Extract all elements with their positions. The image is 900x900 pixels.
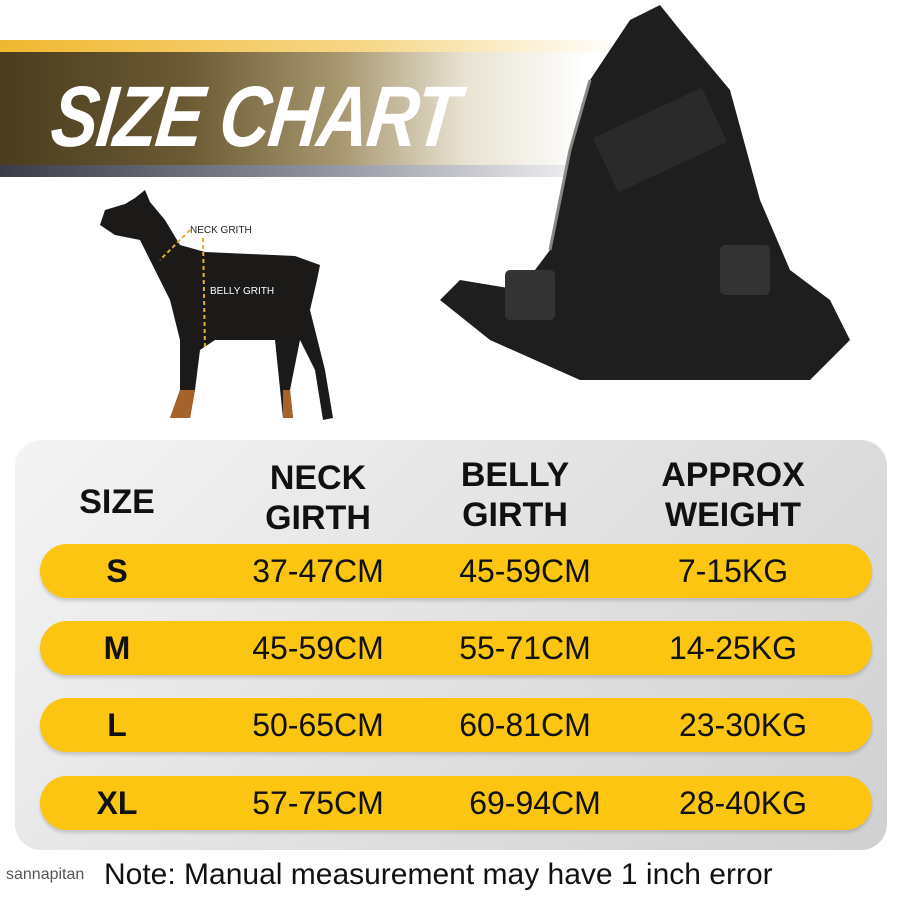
table-row: XL 57-75CM 69-94CM 28-40KG [40, 776, 872, 830]
harness-image [440, 5, 850, 380]
title-banner [0, 40, 620, 177]
header-belly-girth: BELLY GIRTH [460, 456, 570, 534]
table-row: M 45-59CM 55-71CM 14-25KG [40, 621, 872, 675]
table-row: L 50-65CM 60-81CM 23-30KG [40, 698, 872, 752]
neck-girth-label: NECK GRITH [190, 225, 252, 236]
header-neck-girth: NECK GIRTH [265, 459, 371, 537]
table-row: S 37-47CM 45-59CM 7-15KG [40, 544, 872, 598]
header-size: SIZE [79, 483, 155, 521]
belly-girth-label: BELLY GRITH [210, 286, 275, 297]
header-approx-weight: APPROX WEIGHT [661, 456, 805, 534]
watermark: sannapitan [6, 866, 85, 883]
dog-image [100, 190, 333, 420]
measurement-note: Note: Manual measurement may have 1 inch… [104, 858, 773, 891]
page-title: SIZE CHART [46, 69, 464, 165]
